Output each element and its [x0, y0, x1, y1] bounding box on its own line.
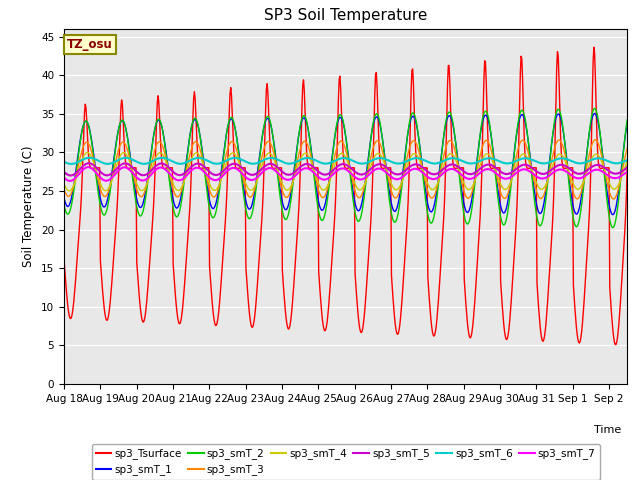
- sp3_Tsurface: [478, 173, 486, 179]
- sp3_smT_3: [60, 186, 68, 192]
- Text: TZ_osu: TZ_osu: [67, 37, 113, 51]
- sp3_smT_2: [464, 221, 472, 227]
- sp3_smT_3: [610, 196, 618, 202]
- sp3_smT_6: [623, 157, 631, 163]
- sp3_smT_7: [479, 168, 487, 173]
- sp3_smT_4: [623, 158, 631, 164]
- sp3_smT_5: [466, 171, 474, 177]
- sp3_smT_5: [141, 172, 148, 178]
- sp3_Tsurface: [139, 319, 147, 325]
- sp3_smT_3: [623, 145, 631, 151]
- Line: sp3_smT_2: sp3_smT_2: [64, 108, 627, 228]
- sp3_Tsurface: [322, 327, 330, 333]
- sp3_smT_2: [300, 113, 308, 119]
- sp3_smT_6: [68, 161, 76, 167]
- sp3_Tsurface: [300, 88, 308, 94]
- sp3_smT_5: [85, 160, 93, 166]
- sp3_smT_5: [323, 171, 331, 177]
- sp3_smT_2: [591, 106, 598, 111]
- Title: SP3 Soil Temperature: SP3 Soil Temperature: [264, 9, 428, 24]
- sp3_smT_7: [66, 178, 74, 184]
- sp3_smT_3: [300, 138, 308, 144]
- sp3_smT_1: [63, 202, 70, 208]
- sp3_smT_7: [323, 176, 331, 182]
- Line: sp3_smT_3: sp3_smT_3: [64, 140, 627, 199]
- sp3_smT_3: [63, 192, 70, 197]
- sp3_Tsurface: [623, 163, 631, 168]
- sp3_smT_5: [479, 164, 487, 169]
- sp3_Tsurface: [60, 256, 68, 262]
- Line: sp3_smT_7: sp3_smT_7: [64, 167, 627, 181]
- sp3_smT_7: [60, 175, 68, 180]
- sp3_smT_2: [63, 210, 70, 216]
- sp3_smT_6: [479, 156, 487, 162]
- sp3_smT_3: [139, 192, 147, 198]
- sp3_smT_2: [623, 117, 631, 122]
- sp3_smT_1: [322, 200, 330, 205]
- sp3_smT_6: [466, 160, 474, 166]
- sp3_smT_1: [464, 209, 472, 215]
- sp3_smT_4: [141, 186, 148, 192]
- Legend: sp3_Tsurface, sp3_smT_1, sp3_smT_2, sp3_smT_3, sp3_smT_4, sp3_smT_5, sp3_smT_6, : sp3_Tsurface, sp3_smT_1, sp3_smT_2, sp3_…: [92, 444, 600, 480]
- sp3_smT_1: [139, 201, 147, 207]
- sp3_smT_3: [464, 195, 472, 201]
- sp3_smT_4: [323, 184, 331, 190]
- sp3_smT_4: [479, 155, 487, 160]
- sp3_smT_6: [323, 161, 331, 167]
- sp3_smT_7: [63, 177, 70, 182]
- sp3_smT_6: [63, 160, 70, 166]
- sp3_smT_2: [609, 225, 616, 230]
- sp3_Tsurface: [612, 342, 620, 348]
- sp3_smT_6: [60, 159, 68, 165]
- sp3_smT_6: [302, 155, 310, 161]
- sp3_smT_7: [466, 176, 474, 182]
- sp3_smT_1: [300, 115, 308, 121]
- Line: sp3_smT_1: sp3_smT_1: [64, 113, 627, 215]
- sp3_smT_4: [466, 187, 474, 192]
- sp3_Tsurface: [590, 44, 598, 50]
- Line: sp3_Tsurface: sp3_Tsurface: [64, 47, 627, 345]
- sp3_smT_7: [141, 177, 148, 183]
- sp3_smT_5: [623, 165, 631, 170]
- sp3_smT_1: [609, 212, 616, 217]
- sp3_smT_4: [84, 150, 92, 156]
- sp3_smT_7: [623, 169, 631, 175]
- sp3_smT_2: [60, 202, 68, 208]
- sp3_smT_2: [478, 121, 486, 127]
- sp3_smT_2: [139, 209, 147, 215]
- sp3_smT_1: [623, 120, 631, 126]
- sp3_smT_3: [322, 192, 330, 197]
- Text: Time: Time: [593, 425, 621, 435]
- sp3_smT_5: [63, 171, 70, 177]
- sp3_smT_7: [302, 165, 310, 171]
- sp3_smT_4: [60, 181, 68, 187]
- sp3_smT_3: [591, 137, 599, 143]
- sp3_smT_4: [65, 188, 73, 194]
- Y-axis label: Soil Temperature (C): Soil Temperature (C): [22, 145, 35, 267]
- sp3_smT_1: [60, 195, 68, 201]
- sp3_Tsurface: [63, 287, 70, 292]
- sp3_smT_4: [302, 150, 310, 156]
- sp3_smT_6: [86, 155, 93, 161]
- sp3_smT_5: [302, 161, 310, 167]
- sp3_smT_2: [322, 209, 330, 215]
- sp3_smT_7: [84, 164, 92, 170]
- sp3_Tsurface: [464, 325, 472, 331]
- Line: sp3_smT_6: sp3_smT_6: [64, 158, 627, 164]
- sp3_smT_3: [478, 146, 486, 152]
- sp3_smT_1: [478, 123, 486, 129]
- sp3_smT_5: [67, 173, 75, 179]
- sp3_smT_5: [60, 169, 68, 175]
- sp3_smT_4: [63, 186, 70, 192]
- sp3_smT_1: [591, 110, 598, 116]
- sp3_smT_6: [141, 161, 148, 167]
- Line: sp3_smT_5: sp3_smT_5: [64, 163, 627, 176]
- Line: sp3_smT_4: sp3_smT_4: [64, 153, 627, 191]
